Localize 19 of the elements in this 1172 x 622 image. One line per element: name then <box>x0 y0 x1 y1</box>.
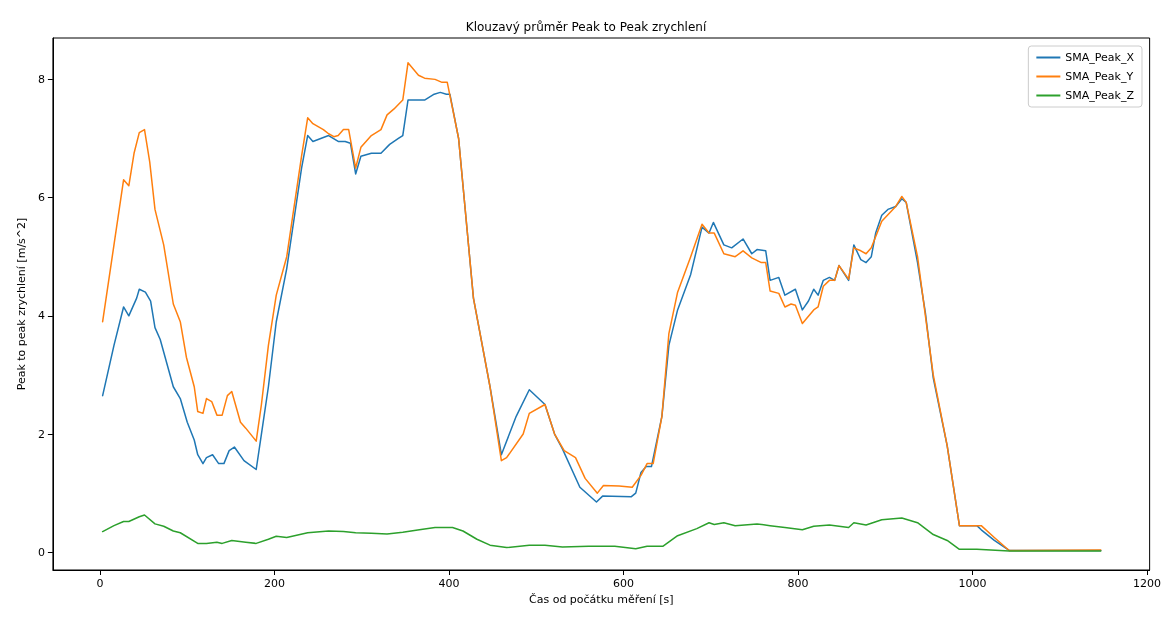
x-axis-title: Čas od počátku měření [s] <box>528 592 674 606</box>
legend-label: SMA_Peak_Y <box>1065 70 1134 83</box>
y-tick-label: 0 <box>37 545 45 559</box>
line-series <box>101 514 1102 552</box>
x-tick-label: 600 <box>613 577 635 590</box>
y-axis-title: Peak to peak zrychlení [m/s^2] <box>15 217 28 391</box>
x-tick-label: 0 <box>96 577 104 590</box>
legend-label: SMA_Peak_X <box>1065 51 1135 64</box>
y-tick-label: 8 <box>37 72 45 86</box>
y-tick-label: 2 <box>37 427 45 441</box>
legend-label: SMA_Peak_Z <box>1065 89 1135 102</box>
chart-title: Klouzavý průměr Peak to Peak zrychlení <box>465 20 707 34</box>
x-tick-label: 400 <box>438 577 460 590</box>
x-tick-label: 1200 <box>1133 577 1162 590</box>
x-tick-label: 1000 <box>958 577 987 590</box>
x-tick-label: 200 <box>264 577 286 590</box>
x-tick-label: 800 <box>787 577 809 590</box>
y-tick-label: 6 <box>37 191 45 205</box>
y-tick-label: 4 <box>37 309 45 323</box>
